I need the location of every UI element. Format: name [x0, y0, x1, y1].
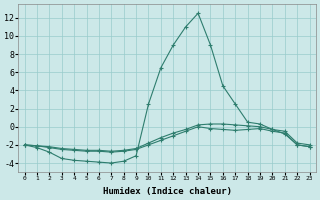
X-axis label: Humidex (Indice chaleur): Humidex (Indice chaleur) — [103, 187, 232, 196]
